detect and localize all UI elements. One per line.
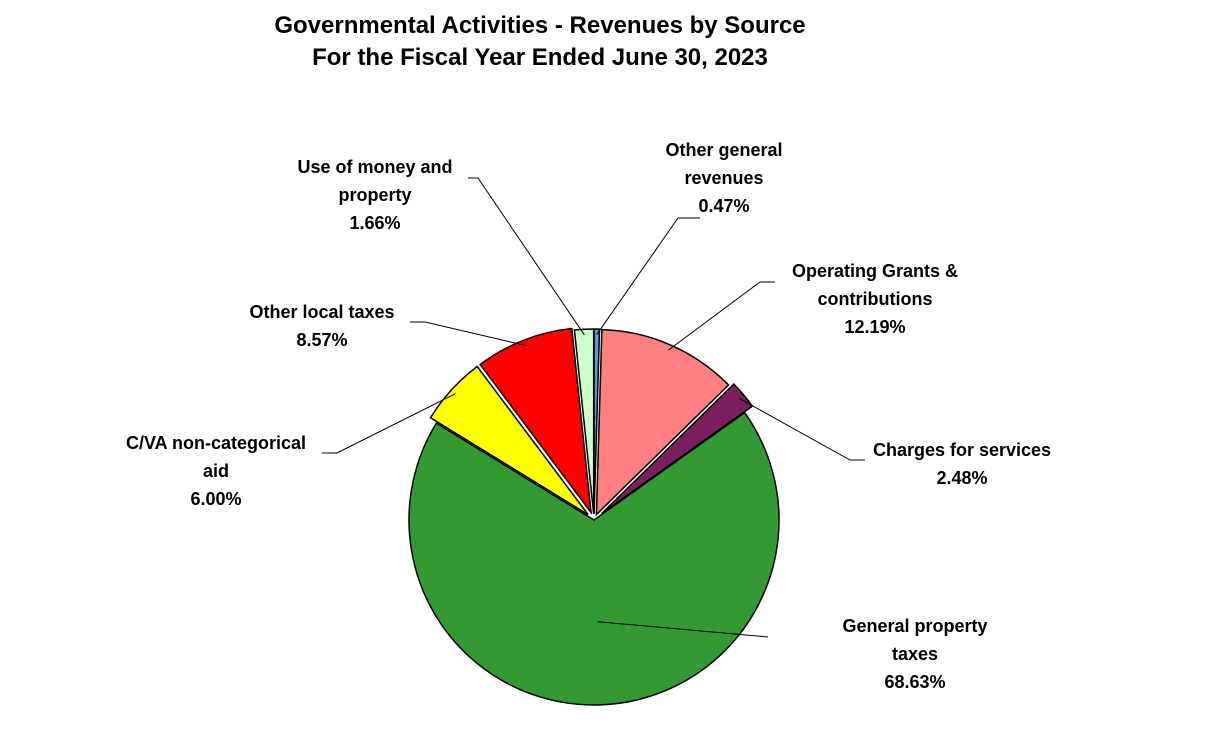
leader-line — [738, 397, 865, 461]
leader-line — [322, 393, 456, 454]
pie-slice — [479, 327, 593, 516]
leader-line — [596, 217, 700, 335]
slice-label: Use of money and property 1.66% — [297, 157, 452, 233]
chart-title-block: Governmental Activities - Revenues by So… — [190, 10, 890, 74]
chart-subtitle: For the Fiscal Year Ended June 30, 2023 — [312, 44, 768, 71]
pie-slice — [429, 365, 589, 516]
leader-line — [468, 177, 585, 336]
chart-title: Governmental Activities - Revenues by So… — [274, 12, 806, 39]
leader-line — [668, 281, 775, 351]
slice-percent: 8.57% — [296, 330, 347, 350]
slice-name: General property — [842, 616, 987, 636]
slice-label: General property taxes 68.63% — [842, 616, 987, 692]
slice-name: property — [338, 185, 411, 205]
slice-percent: 68.63% — [884, 672, 945, 692]
slice-name: Use of money and — [297, 157, 452, 177]
pie-slice — [408, 411, 780, 706]
slice-name: contributions — [818, 289, 933, 309]
slice-label: Other general revenues 0.47% — [665, 140, 782, 216]
slice-name: Other local taxes — [249, 302, 394, 322]
pie-slice — [595, 328, 730, 517]
pie-slice — [573, 328, 595, 515]
slice-percent: 12.19% — [844, 317, 905, 337]
leader-line — [597, 621, 769, 638]
slice-label: Other local taxes 8.57% — [249, 302, 394, 350]
slice-label: Charges for services 2.48% — [873, 440, 1051, 488]
slice-name: Charges for services — [873, 440, 1051, 460]
slice-label: C/VA non-categorical aid 6.00% — [126, 433, 306, 509]
slice-name: taxes — [892, 644, 938, 664]
slice-percent: 1.66% — [349, 213, 400, 233]
slice-percent: 2.48% — [936, 468, 987, 488]
slice-name: aid — [203, 461, 229, 481]
leader-line — [410, 321, 526, 346]
slice-name: Other general — [665, 140, 782, 160]
slice-percent: 6.00% — [190, 489, 241, 509]
slice-name: revenues — [684, 168, 763, 188]
slice-name: Operating Grants & — [792, 261, 958, 281]
slice-percent: 0.47% — [698, 196, 749, 216]
slice-label: Operating Grants & contributions 12.19% — [792, 261, 958, 337]
slice-name: C/VA non-categorical — [126, 433, 306, 453]
